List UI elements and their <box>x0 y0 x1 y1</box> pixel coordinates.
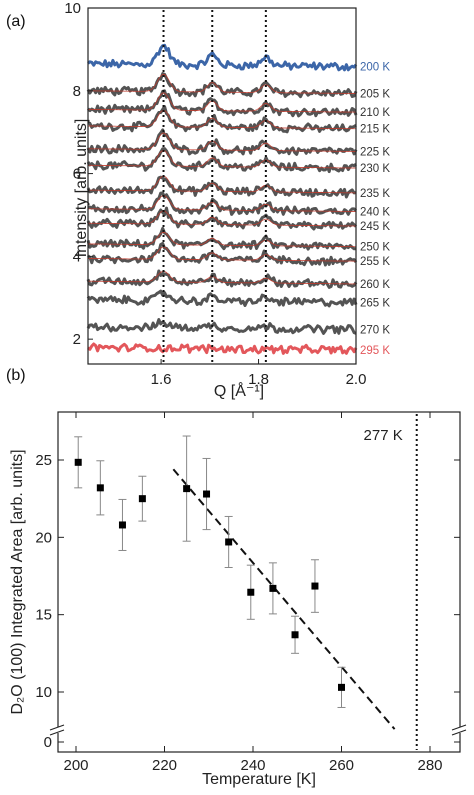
panel-a-fit-curve <box>88 92 357 113</box>
panel-a-temperature-label: 255 K <box>360 256 390 268</box>
panel-b-x-tick-label: 220 <box>152 757 177 774</box>
panel-a-trace <box>87 342 358 355</box>
panel-a-trace <box>86 175 357 199</box>
panel-b-axis-break <box>49 724 468 736</box>
panel-a-temperature-label: 265 K <box>360 298 390 310</box>
panel-b-data-point <box>118 521 126 529</box>
panel-a-fit-curve <box>88 73 356 94</box>
panel-a-trace <box>86 72 358 99</box>
panel-b-x-tick-label: 240 <box>240 757 265 774</box>
panel-a-temperature-label: 295 K <box>360 345 390 357</box>
panel-b-y-tick-label: 0 <box>44 734 52 751</box>
panel-a-trace <box>86 206 358 231</box>
panel-b-data-point <box>269 584 277 592</box>
panel-b-y-tick-label: 20 <box>35 529 52 546</box>
panel-a-fit-curve <box>87 132 356 152</box>
panel-a-temperature-label: 230 K <box>360 163 390 175</box>
panel-a-reference-lines <box>162 10 267 362</box>
panel-b-y-tick-label: 10 <box>35 684 52 701</box>
panel-a-trace <box>86 269 358 289</box>
panel-a-fit-curve <box>88 150 356 169</box>
panel-b: (b) 277 K 200 220 240 260 280 0 10 15 20 25 Temp… <box>6 367 468 788</box>
panel-a-y-tick-label: 8 <box>73 83 81 100</box>
panel-b-data-point <box>183 485 191 493</box>
panel-b-x-axis-title: Temperature [K] <box>202 771 316 788</box>
panel-a-trace <box>86 147 357 174</box>
panel-a-label: (a) <box>6 13 26 30</box>
panel-a-temperature-label: 245 K <box>360 221 390 233</box>
panel-b-data-point <box>247 588 255 596</box>
panel-b-y-tick-label: 15 <box>35 607 52 624</box>
panel-a-traces <box>86 43 358 355</box>
panel-a-temperature-labels: 200 K 205 K 210 K 215 K 225 K 230 K 235 K 240 K… <box>360 62 390 358</box>
panel-b-data-point <box>291 631 299 639</box>
panel-b-data-point <box>338 683 345 691</box>
panel-b-x-tick-label: 200 <box>63 757 88 774</box>
panel-b-y-tick-label: 25 <box>35 452 52 469</box>
panel-a-trace <box>86 289 358 308</box>
panel-b-y-axis-title: D₂O (100) Integrated Area [arb. units] <box>9 449 26 714</box>
panel-b-277k-label: 277 K <box>364 427 403 444</box>
panel-a-fit-curve <box>88 210 356 227</box>
panel-a-y-tick-label: 4 <box>73 248 81 265</box>
panel-a-frame <box>87 7 357 365</box>
panel-b-y-ticks: 0 10 15 20 25 <box>35 452 460 751</box>
panel-a-temperature-label: 270 K <box>360 324 390 336</box>
panel-b-data-point <box>96 484 104 492</box>
panel-a-x-tick-label: 2.0 <box>346 371 367 388</box>
panel-b-label: (b) <box>6 367 26 384</box>
panel-a-y-tick-label: 10 <box>64 0 81 17</box>
panel-a-trace <box>87 43 358 72</box>
panel-a-temperature-label: 240 K <box>360 206 390 218</box>
panel-a-y-axis-title: Intensity [arb. units] <box>73 119 90 258</box>
panel-a-temperature-label: 250 K <box>360 242 390 254</box>
panel-b-x-ticks: 200 220 240 260 280 <box>63 412 443 774</box>
panel-a-y-ticks: 2 4 6 8 10 <box>64 0 93 348</box>
panel-a-x-tick-label: 1.8 <box>248 371 269 388</box>
panel-a-x-tick-label: 1.6 <box>151 371 172 388</box>
panel-b-data-point <box>203 490 211 498</box>
panel-a-fit-curve <box>88 109 356 130</box>
panel-a-temperature-label: 205 K <box>360 89 390 101</box>
panel-a-trace <box>86 318 357 335</box>
panel-a-temperature-label: 210 K <box>360 107 390 119</box>
panel-a-fit-curve <box>87 246 356 262</box>
panel-a-x-axis-title: Q [Å⁻¹] <box>214 381 264 400</box>
panel-b-data-point <box>311 582 319 590</box>
panel-a-y-tick-label: 6 <box>73 166 81 183</box>
panel-a: (a) 1.6 1.8 2.0 2 4 6 8 10 200 K 205 K 210 K 215 … <box>6 0 390 400</box>
panel-b-x-tick-label: 280 <box>417 757 442 774</box>
panel-b-data-point <box>225 538 233 546</box>
panel-a-fit-curve <box>88 195 356 212</box>
panel-a-temperature-label: 215 K <box>360 124 390 136</box>
panel-a-fit-curve <box>87 175 356 194</box>
panel-a-temperature-label: 225 K <box>360 146 390 158</box>
panel-a-fit-curve <box>88 270 356 285</box>
panel-a-temperature-label: 260 K <box>360 279 390 291</box>
panel-a-x-ticks: 1.6 1.8 2.0 <box>151 359 367 388</box>
panel-a-fit-curve <box>88 231 356 248</box>
panel-a-temperature-label: 200 K <box>360 62 390 74</box>
panel-a-temperature-label: 235 K <box>360 188 390 200</box>
panel-b-data-points <box>74 435 346 708</box>
panel-b-trend-line <box>172 468 396 730</box>
panel-b-data-point <box>74 458 82 466</box>
panel-b-data-point <box>138 495 146 503</box>
panel-b-frame <box>57 411 461 753</box>
panel-b-x-tick-label: 260 <box>329 757 354 774</box>
panel-a-y-tick-label: 2 <box>73 331 81 348</box>
